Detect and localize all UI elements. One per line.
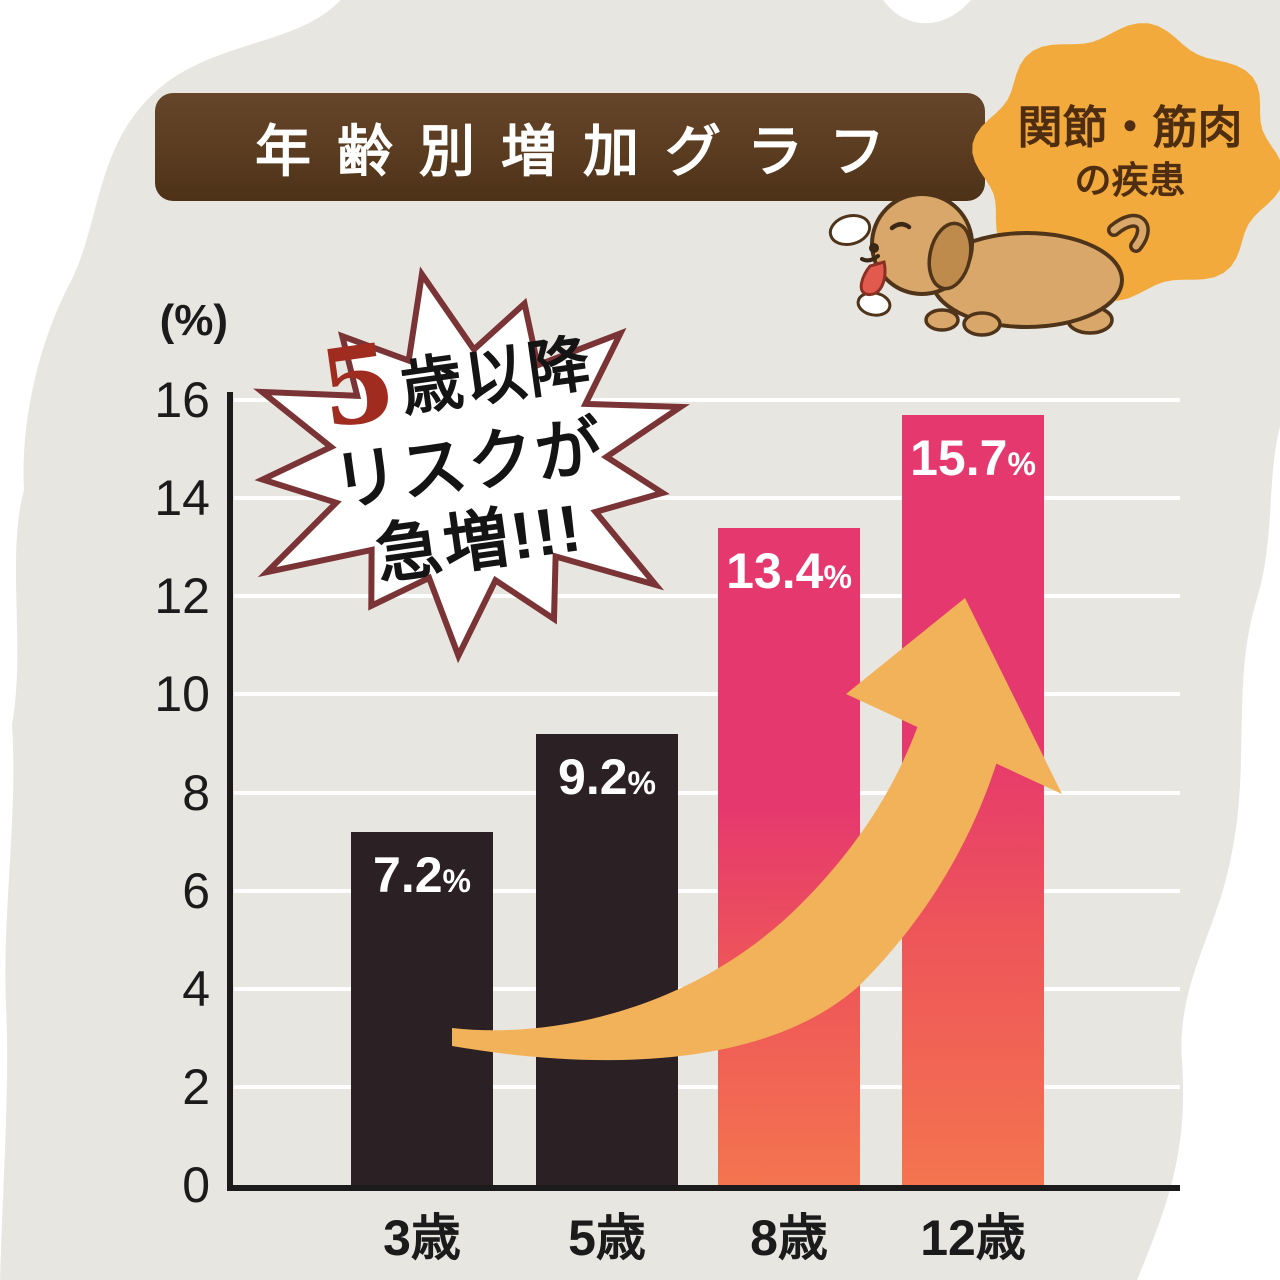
y-tick-label: 10 (154, 666, 210, 723)
dog-mouth (860, 254, 880, 263)
bar (902, 414, 1044, 1185)
y-tick-label: 4 (182, 960, 210, 1017)
bar-value-number: 9.2 (558, 748, 628, 805)
dog-nose (869, 243, 879, 253)
dog-front-leg (924, 308, 960, 332)
y-tick-label: 2 (182, 1058, 210, 1115)
bar-value-percent: % (627, 764, 656, 801)
x-axis-line (227, 1185, 1180, 1191)
y-axis-unit-label: (%) (159, 296, 228, 345)
bar-value-number: 13.4 (726, 542, 824, 599)
y-tick-label: 16 (154, 372, 210, 428)
bar-value-label: 7.2% (337, 846, 507, 904)
y-axis-line (227, 392, 233, 1190)
breath-puff-icon (828, 214, 872, 246)
bar-value-label: 9.2% (522, 748, 692, 806)
bar-value-number: 15.7 (910, 429, 1008, 486)
x-category-label: 3歳 (383, 1210, 461, 1266)
y-tick-label: 8 (182, 764, 210, 821)
tired-dog-icon (828, 192, 1150, 337)
x-category-label: 12歳 (920, 1210, 1026, 1266)
bar-value-percent: % (823, 558, 852, 595)
y-tick-label: 0 (182, 1157, 210, 1213)
title-banner-label: 年齢別増加グラフ (255, 119, 911, 183)
y-tick-label: 6 (182, 862, 210, 919)
bar-value-label: 15.7% (888, 429, 1058, 487)
callout-number: 5 (312, 317, 405, 453)
dog-front-leg (962, 311, 1002, 337)
bar-value-number: 7.2 (373, 846, 443, 903)
dog-tongue (859, 260, 887, 297)
bar-value-percent: % (442, 862, 471, 899)
x-category-label: 8歳 (750, 1210, 828, 1266)
y-tick-label: 14 (154, 470, 210, 527)
bar (718, 527, 860, 1185)
bar-value-percent: % (1007, 445, 1036, 482)
badge-line-1: 関節・筋肉 (1017, 102, 1243, 153)
x-category-label: 5歳 (568, 1210, 646, 1266)
y-tick-label: 12 (154, 568, 210, 625)
bar-value-label: 13.4% (704, 542, 874, 600)
